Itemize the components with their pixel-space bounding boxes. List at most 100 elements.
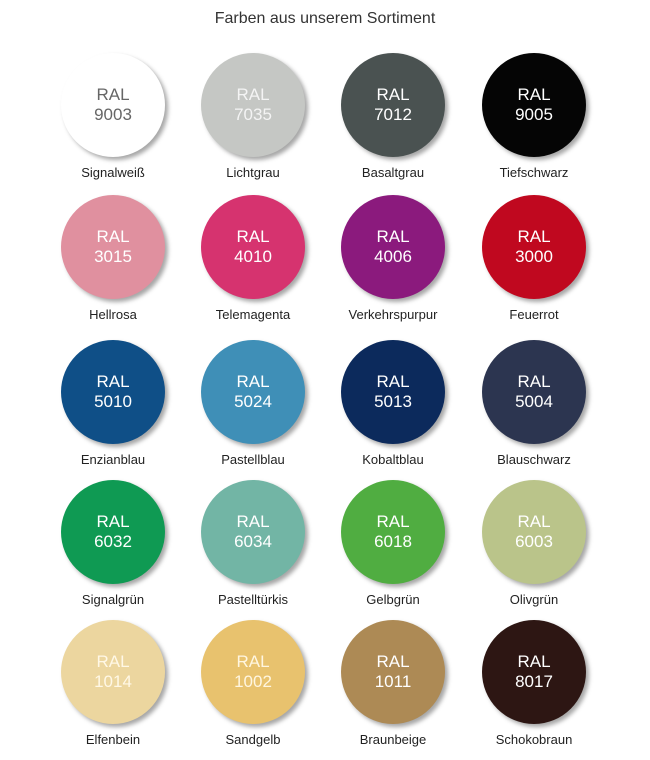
ral-label: RAL [96, 372, 130, 391]
color-name: Blauschwarz [497, 452, 571, 467]
ral-label: RAL [376, 372, 410, 391]
ral-code: 3000 [515, 247, 553, 266]
color-circle: RAL 4006 [341, 195, 445, 299]
color-swatch: RAL 5010 Enzianblau [43, 340, 183, 480]
color-swatch: RAL 1011 Braunbeige [323, 620, 463, 760]
color-circle: RAL 1011 [341, 620, 445, 724]
ral-code: 9003 [94, 105, 132, 124]
color-swatch: RAL 7035 Lichtgrau [183, 53, 323, 193]
color-name: Pastelltürkis [217, 592, 289, 607]
color-name: Signalgrün [81, 592, 145, 607]
ral-label: RAL [376, 227, 410, 246]
page-title: Farben aus unserem Sortiment [214, 10, 436, 27]
color-circle: RAL 7012 [341, 53, 445, 157]
color-swatch: RAL 3015 Hellrosa [43, 195, 183, 335]
color-swatch: RAL 9005 Tiefschwarz [464, 53, 604, 193]
ral-code: 7035 [234, 105, 272, 124]
color-circle: RAL 6018 [341, 480, 445, 584]
color-swatch: RAL 4010 Telemagenta [183, 195, 323, 335]
color-name: Pastellblau [221, 452, 285, 467]
ral-label: RAL [236, 85, 270, 104]
color-circle: RAL 9003 [61, 53, 165, 157]
ral-label: RAL [517, 512, 551, 531]
color-circle: RAL 9005 [482, 53, 586, 157]
ral-label: RAL [376, 512, 410, 531]
color-circle: RAL 5024 [201, 340, 305, 444]
ral-label: RAL [517, 227, 551, 246]
color-name: Telemagenta [215, 307, 291, 322]
ral-code: 1014 [94, 672, 132, 691]
ral-label: RAL [236, 227, 270, 246]
ral-label: RAL [96, 227, 130, 246]
ral-label: RAL [236, 372, 270, 391]
color-swatch: RAL 5004 Blauschwarz [464, 340, 604, 480]
color-circle: RAL 6003 [482, 480, 586, 584]
color-name: Lichtgrau [226, 165, 280, 180]
ral-code: 6032 [94, 532, 132, 551]
color-circle: RAL 3015 [61, 195, 165, 299]
ral-code: 5004 [515, 392, 553, 411]
color-swatch: RAL 5024 Pastellblau [183, 340, 323, 480]
color-circle: RAL 6032 [61, 480, 165, 584]
color-swatch: RAL 9003 Signalweiß [43, 53, 183, 193]
ral-label: RAL [376, 652, 410, 671]
ral-code: 1002 [234, 672, 272, 691]
color-circle: RAL 1002 [201, 620, 305, 724]
ral-label: RAL [96, 652, 130, 671]
ral-label: RAL [517, 372, 551, 391]
ral-label: RAL [517, 85, 551, 104]
color-name: Hellrosa [89, 307, 137, 322]
color-circle: RAL 7035 [201, 53, 305, 157]
color-circle: RAL 8017 [482, 620, 586, 724]
ral-code: 9005 [515, 105, 553, 124]
ral-code: 6034 [234, 532, 272, 551]
color-circle: RAL 5010 [61, 340, 165, 444]
color-swatch: RAL 8017 Schokobraun [464, 620, 604, 760]
color-swatch: RAL 4006 Verkehrspurpur [323, 195, 463, 335]
color-name: Enzianblau [80, 452, 146, 467]
color-swatch: RAL 6018 Gelbgrün [323, 480, 463, 620]
color-circle: RAL 5004 [482, 340, 586, 444]
color-name: Signalweiß [81, 165, 145, 180]
color-swatch: RAL 5013 Kobaltblau [323, 340, 463, 480]
color-name: Tiefschwarz [499, 165, 569, 180]
color-name: Braunbeige [359, 732, 427, 747]
ral-code: 4006 [374, 247, 412, 266]
color-swatch: RAL 6034 Pastelltürkis [183, 480, 323, 620]
ral-label: RAL [236, 512, 270, 531]
color-swatch: RAL 6032 Signalgrün [43, 480, 183, 620]
ral-code: 5013 [374, 392, 412, 411]
color-circle: RAL 6034 [201, 480, 305, 584]
ral-code: 6018 [374, 532, 412, 551]
ral-label: RAL [517, 652, 551, 671]
ral-code: 5024 [234, 392, 272, 411]
color-name: Feuerrot [509, 307, 559, 322]
color-circle: RAL 4010 [201, 195, 305, 299]
color-swatch: RAL 1002 Sandgelb [183, 620, 323, 760]
color-swatch: RAL 1014 Elfenbein [43, 620, 183, 760]
ral-label: RAL [96, 512, 130, 531]
color-name: Kobaltblau [362, 452, 424, 467]
color-swatch: RAL 3000 Feuerrot [464, 195, 604, 335]
color-swatch: RAL 6003 Olivgrün [464, 480, 604, 620]
color-circle: RAL 3000 [482, 195, 586, 299]
ral-code: 8017 [515, 672, 553, 691]
color-name: Schokobraun [495, 732, 573, 747]
ral-code: 4010 [234, 247, 272, 266]
color-name: Verkehrspurpur [348, 307, 438, 322]
ral-label: RAL [96, 85, 130, 104]
ral-code: 6003 [515, 532, 553, 551]
ral-code: 7012 [374, 105, 412, 124]
color-name: Elfenbein [85, 732, 141, 747]
color-circle: RAL 5013 [341, 340, 445, 444]
ral-label: RAL [236, 652, 270, 671]
ral-label: RAL [376, 85, 410, 104]
color-circle: RAL 1014 [61, 620, 165, 724]
color-name: Basaltgrau [361, 165, 425, 180]
color-name: Gelbgrün [366, 592, 420, 607]
color-swatch: RAL 7012 Basaltgrau [323, 53, 463, 193]
color-name: Sandgelb [225, 732, 281, 747]
ral-code: 5010 [94, 392, 132, 411]
color-name: Olivgrün [509, 592, 559, 607]
ral-code: 3015 [94, 247, 132, 266]
